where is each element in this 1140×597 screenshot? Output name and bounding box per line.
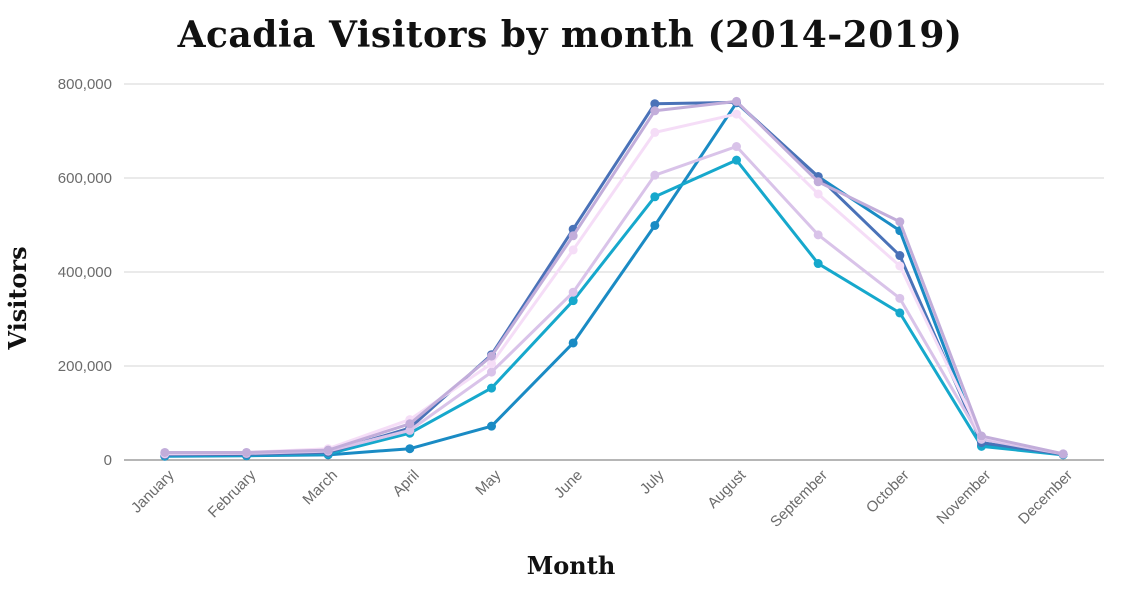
- data-point: [813, 177, 823, 187]
- series-1: [160, 98, 1068, 461]
- data-point: [650, 99, 660, 109]
- x-tick-label: May: [472, 466, 504, 498]
- data-point: [487, 351, 496, 361]
- data-point: [1058, 449, 1068, 459]
- data-point: [977, 431, 986, 441]
- x-tick-label: March: [299, 467, 340, 508]
- y-tick-label: 0: [104, 452, 112, 469]
- data-point: [487, 383, 496, 393]
- x-tick-label: December: [1015, 467, 1076, 528]
- data-point: [895, 308, 905, 318]
- data-point: [568, 287, 578, 297]
- data-point: [568, 296, 578, 306]
- data-point: [487, 367, 496, 377]
- x-tick-label: January: [128, 466, 178, 516]
- series-line: [163, 100, 1065, 457]
- x-tick-label: February: [205, 466, 260, 521]
- series-line: [163, 101, 1065, 458]
- data-point: [650, 170, 660, 180]
- data-point: [650, 220, 660, 230]
- y-axis-title: Visitors: [3, 246, 32, 350]
- x-tick-label: July: [637, 466, 668, 497]
- y-tick-label: 600,000: [58, 170, 112, 187]
- data-point: [650, 106, 660, 116]
- data-point: [242, 447, 251, 457]
- data-point: [895, 261, 905, 271]
- y-axis-ticks: 0 200,000 400,000 600,000 800,000: [58, 76, 112, 469]
- x-tick-label: September: [767, 467, 831, 531]
- data-point: [568, 338, 578, 348]
- x-tick-label: August: [704, 466, 750, 512]
- data-point: [732, 142, 741, 152]
- data-point: [568, 231, 578, 241]
- x-axis-ticks: January February March April May June July Augu…: [128, 466, 1076, 530]
- x-axis-title: Month: [527, 551, 616, 580]
- data-point: [813, 230, 823, 240]
- data-point: [813, 259, 823, 269]
- data-point: [160, 447, 170, 457]
- y-tick-label: 200,000: [58, 358, 112, 375]
- data-point: [732, 155, 741, 165]
- data-point: [895, 293, 905, 303]
- gridlines: [124, 83, 1104, 461]
- data-point: [895, 251, 905, 261]
- series-3: [160, 97, 1068, 460]
- data-point: [895, 217, 905, 227]
- x-tick-label: April: [389, 467, 422, 500]
- series-lines: [160, 96, 1068, 461]
- data-point: [405, 419, 415, 429]
- data-point: [650, 192, 660, 202]
- data-point: [405, 444, 415, 454]
- series-line: [163, 99, 1065, 456]
- data-point: [813, 189, 823, 199]
- data-point: [323, 445, 333, 455]
- data-point: [650, 127, 660, 137]
- x-tick-label: June: [551, 467, 586, 502]
- data-point: [732, 109, 741, 119]
- chart-title: Acadia Visitors by month (2014-2019): [177, 14, 963, 56]
- y-tick-label: 400,000: [58, 264, 112, 281]
- y-tick-label: 800,000: [58, 76, 112, 93]
- series-6: [160, 96, 1068, 459]
- data-point: [568, 245, 578, 255]
- data-point: [487, 421, 496, 431]
- x-tick-label: November: [933, 467, 994, 528]
- data-point: [732, 96, 741, 106]
- data-point: [405, 425, 415, 435]
- x-tick-label: October: [863, 467, 913, 517]
- data-point: [487, 359, 496, 369]
